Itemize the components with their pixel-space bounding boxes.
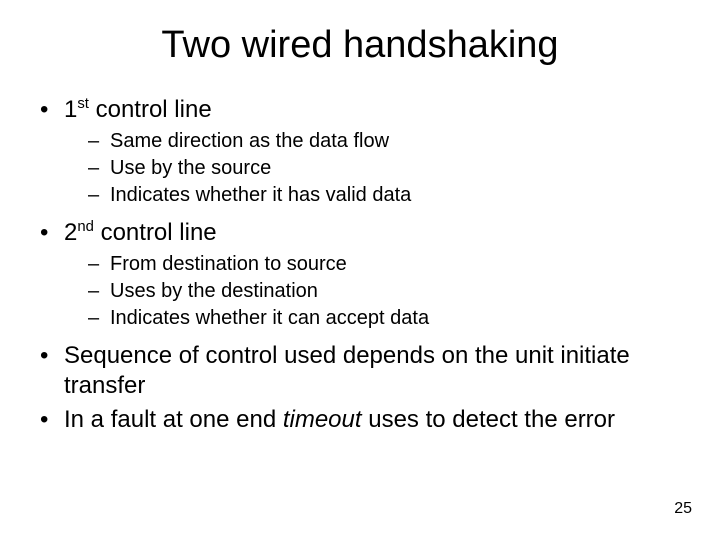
- bullet-1-pre: 1: [64, 96, 77, 123]
- bullet-2-sub-3: Indicates whether it can accept data: [88, 306, 690, 331]
- slide: Two wired handshaking 1st control line S…: [0, 0, 720, 540]
- bullet-1-sub-1: Same direction as the data flow: [88, 129, 690, 154]
- bullet-2-sup: nd: [77, 219, 94, 235]
- bullet-2-post: control line: [94, 219, 217, 246]
- bullet-1-sublist: Same direction as the data flow Use by t…: [64, 129, 690, 208]
- bullet-4-italic: timeout: [283, 406, 362, 433]
- bullet-3: Sequence of control used depends on the …: [36, 341, 690, 401]
- bullet-2-sub-1: From destination to source: [88, 252, 690, 277]
- bullet-list: 1st control line Same direction as the d…: [36, 95, 690, 435]
- page-number: 25: [674, 500, 692, 518]
- bullet-2-pre: 2: [64, 219, 77, 246]
- bullet-2-sublist: From destination to source Uses by the d…: [64, 252, 690, 331]
- bullet-4-post: uses to detect the error: [362, 406, 615, 433]
- bullet-1-post: control line: [89, 96, 212, 123]
- bullet-4: In a fault at one end timeout uses to de…: [36, 405, 690, 435]
- bullet-1: 1st control line Same direction as the d…: [36, 95, 690, 208]
- bullet-1-sup: st: [77, 96, 89, 112]
- slide-body: 1st control line Same direction as the d…: [0, 95, 720, 435]
- bullet-2: 2nd control line From destination to sou…: [36, 218, 690, 331]
- bullet-2-sub-2: Uses by the destination: [88, 279, 690, 304]
- slide-title: Two wired handshaking: [0, 0, 720, 95]
- bullet-1-sub-3: Indicates whether it has valid data: [88, 183, 690, 208]
- bullet-1-sub-2: Use by the source: [88, 156, 690, 181]
- bullet-4-pre: In a fault at one end: [64, 406, 283, 433]
